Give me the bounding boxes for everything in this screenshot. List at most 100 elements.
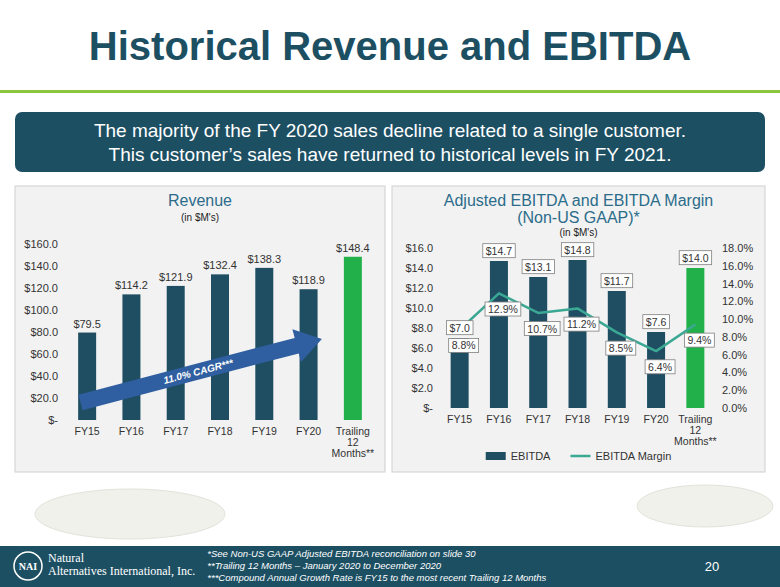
bar-value-label: $148.4 — [336, 242, 370, 254]
category-label-line: Months** — [332, 447, 375, 459]
category-label: FY19 — [252, 425, 277, 437]
bar — [255, 268, 273, 420]
logo-text: NAI — [19, 561, 37, 572]
bar — [211, 274, 229, 420]
category-label: Trailing12Months** — [674, 413, 717, 447]
y-tick-label: $- — [423, 402, 433, 414]
bar-value-label-group: $14.0 — [679, 251, 711, 265]
line-value-label-box — [564, 317, 599, 331]
y2-tick-label: 4.0% — [722, 366, 747, 378]
bar-value-label: $118.9 — [292, 274, 325, 286]
y-tick-label: $12.0 — [405, 282, 433, 294]
bar-value-label: $138.3 — [247, 253, 281, 265]
cagr-arrow — [76, 323, 326, 419]
bar — [529, 277, 547, 408]
y-tick-label: $20.0 — [30, 392, 58, 404]
category-label: FY17 — [163, 425, 188, 437]
legend: EBITDA EBITDA Margin — [486, 450, 672, 462]
line-value-label-group: 11.2% — [564, 317, 599, 331]
bar — [344, 257, 362, 420]
category-label: FY18 — [207, 425, 232, 437]
legend-label: EBITDA — [511, 450, 551, 462]
legend-label: EBITDA Margin — [595, 450, 671, 462]
company-name: NaturalAlternatives International, Inc. — [48, 551, 195, 578]
category-label: FY16 — [486, 413, 511, 425]
line-value-label: 6.4% — [648, 361, 672, 373]
bar-value-label-box — [522, 260, 554, 274]
plot-marks — [451, 260, 705, 408]
bar — [122, 294, 140, 420]
line-value-label-box — [606, 341, 636, 355]
banner-text: The majority of the FY 2020 sales declin… — [94, 120, 686, 141]
title-rule — [0, 90, 780, 93]
category-label: FY15 — [75, 425, 100, 437]
y2-tick-label: 18.0% — [722, 242, 753, 254]
cagr-arrow-group: 11.0% CAGR*** — [76, 323, 326, 419]
bar-value-label: $14.7 — [486, 245, 512, 257]
y-tick-label: $10.0 — [405, 302, 433, 314]
category-label: FY16 — [119, 425, 144, 437]
chart-title: Adjusted EBITDA and EBITDA Margin — [444, 192, 713, 209]
chart-panel: Revenue(in $M's)$-$20.0$40.0$60.0$80.0$1… — [15, 186, 385, 472]
line-value-label: 12.9% — [488, 303, 518, 315]
y-tick-label: $140.0 — [24, 260, 58, 272]
footer-band — [0, 546, 780, 587]
bar-value-label-box — [643, 315, 670, 329]
bar-value-label-group: $7.6 — [643, 315, 670, 329]
legend-swatch — [570, 455, 590, 458]
category-label: FY20 — [296, 425, 321, 437]
banner-box — [15, 112, 765, 172]
company-name-line: Natural — [48, 551, 85, 565]
logo-ring — [14, 552, 42, 580]
y2-tick-label: 6.0% — [722, 349, 747, 361]
y-tick-label: $2.0 — [412, 382, 433, 394]
line-value-label-box — [524, 322, 560, 336]
bar — [490, 261, 508, 408]
line-value-label-box — [485, 302, 521, 316]
y-tick-label: $8.0 — [412, 322, 433, 334]
bar-value-label: $114.2 — [115, 279, 148, 291]
company-name-line: Alternatives International, Inc. — [48, 564, 195, 578]
data-labels: $7.0$14.7$13.1$14.8$11.7$7.6$14.08.8%12.… — [446, 243, 714, 374]
panel-background — [15, 186, 385, 472]
slide-title: Historical Revenue and EBITDA — [89, 24, 691, 68]
category-label: FY20 — [644, 413, 669, 425]
y-tick-label: $40.0 — [30, 370, 58, 382]
bar-value-label-box — [446, 321, 473, 335]
y2-tick-label: 10.0% — [722, 313, 753, 325]
y-tick-label: $- — [48, 414, 58, 426]
y-tick-label: $6.0 — [412, 342, 433, 354]
y2-tick-label: 12.0% — [722, 295, 753, 307]
y2-tick-label: 0.0% — [722, 402, 747, 414]
line-value-label-group: 10.7% — [524, 322, 560, 336]
category-label: Trailing12Months** — [332, 425, 375, 459]
y-tick-label: $16.0 — [405, 242, 433, 254]
y-tick-label: $160.0 — [24, 238, 58, 250]
y2-tick-label: 14.0% — [722, 278, 753, 290]
bar-value-label: $79.5 — [73, 318, 101, 330]
page-number: 20 — [705, 559, 719, 574]
category-label-line: Months** — [674, 435, 717, 447]
bar-value-label: $7.0 — [449, 322, 470, 334]
line-value-label-box — [684, 333, 714, 347]
cagr-label: 11.0% CAGR*** — [162, 357, 235, 386]
bar-value-label: $13.1 — [525, 261, 551, 273]
bar-value-label: $7.6 — [646, 316, 667, 328]
line-value-label-group: 12.9% — [485, 302, 521, 316]
y-tick-label: $80.0 — [30, 326, 58, 338]
y2-tick-label: 2.0% — [722, 384, 747, 396]
bar-value-label-box — [483, 244, 515, 258]
slide: Historical Revenue and EBITDA The majorit… — [0, 0, 780, 587]
line-value-label-box — [449, 338, 479, 352]
chart-panel: Adjusted EBITDA and EBITDA Margin(Non-US… — [392, 186, 765, 472]
bar-value-label: $14.8 — [564, 244, 590, 256]
bar-value-label-group: $11.7 — [601, 274, 633, 288]
chart-title: Revenue — [168, 192, 232, 209]
line-value-label-group: 6.4% — [645, 360, 675, 374]
bar — [167, 286, 185, 420]
bar-value-label-group: $7.0 — [446, 321, 473, 335]
bar-value-label-box — [561, 243, 593, 257]
bar-value-label: $132.4 — [203, 259, 237, 271]
footnote: ***Compound Annual Growth Rate is FY15 t… — [207, 572, 546, 583]
background — [0, 0, 780, 587]
